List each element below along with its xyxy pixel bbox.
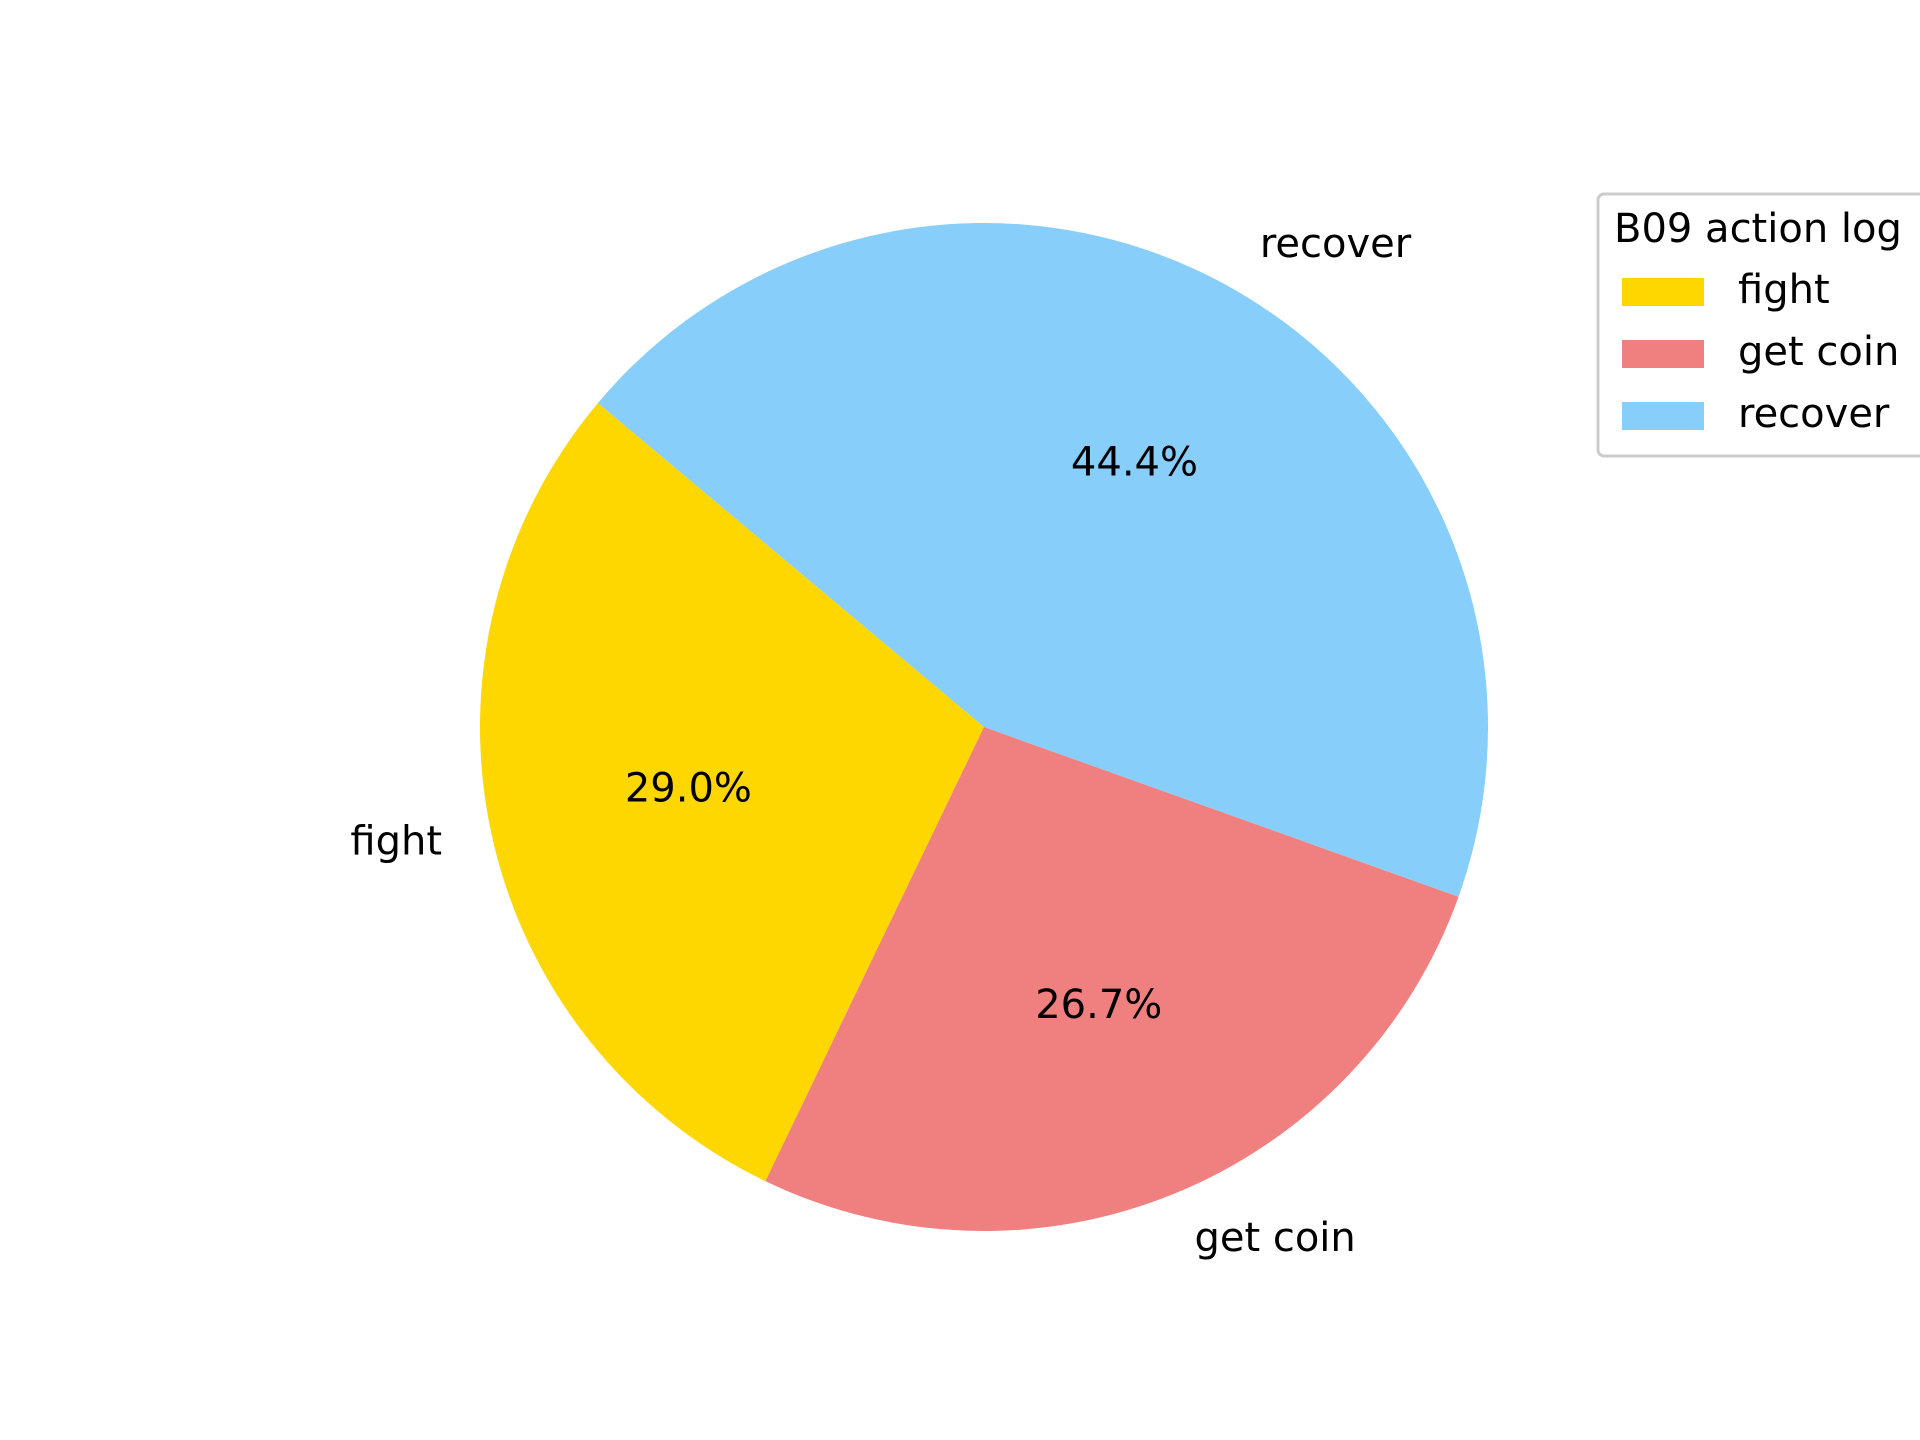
pie-percent-get-coin: 26.7% — [1035, 982, 1162, 1028]
legend-label-recover: recover — [1738, 391, 1890, 437]
pie-slice-get-coin — [765, 727, 1459, 1231]
pie-slices — [479, 222, 1489, 1231]
pie-label-fight: fight — [350, 819, 442, 865]
legend-title: B09 action log — [1614, 206, 1902, 252]
legend-label-get-coin: get coin — [1738, 329, 1899, 375]
pie-percent-recover: 44.4% — [1071, 440, 1198, 486]
legend-frame — [1596, 192, 1920, 458]
pie-percent-fight: 29.0% — [625, 766, 752, 812]
pie-label-get-coin: get coin — [1194, 1215, 1355, 1261]
pie-slice-recover — [597, 222, 1489, 897]
legend-label-fight: fight — [1738, 267, 1830, 313]
pie-labels: fight get coin recover — [350, 221, 1411, 1261]
pie-slice-fight — [479, 403, 984, 1182]
legend-swatch-get-coin — [1622, 340, 1704, 368]
legend-swatch-recover — [1622, 402, 1704, 430]
pie-label-recover: recover — [1260, 221, 1412, 267]
legend-swatch-fight — [1622, 278, 1704, 306]
pie-percentages: 29.0% 26.7% 44.4% — [625, 440, 1198, 1028]
legend-items: fight get coin recover — [1622, 267, 1899, 437]
legend: B09 action log fight get coin recover — [1596, 192, 1920, 458]
